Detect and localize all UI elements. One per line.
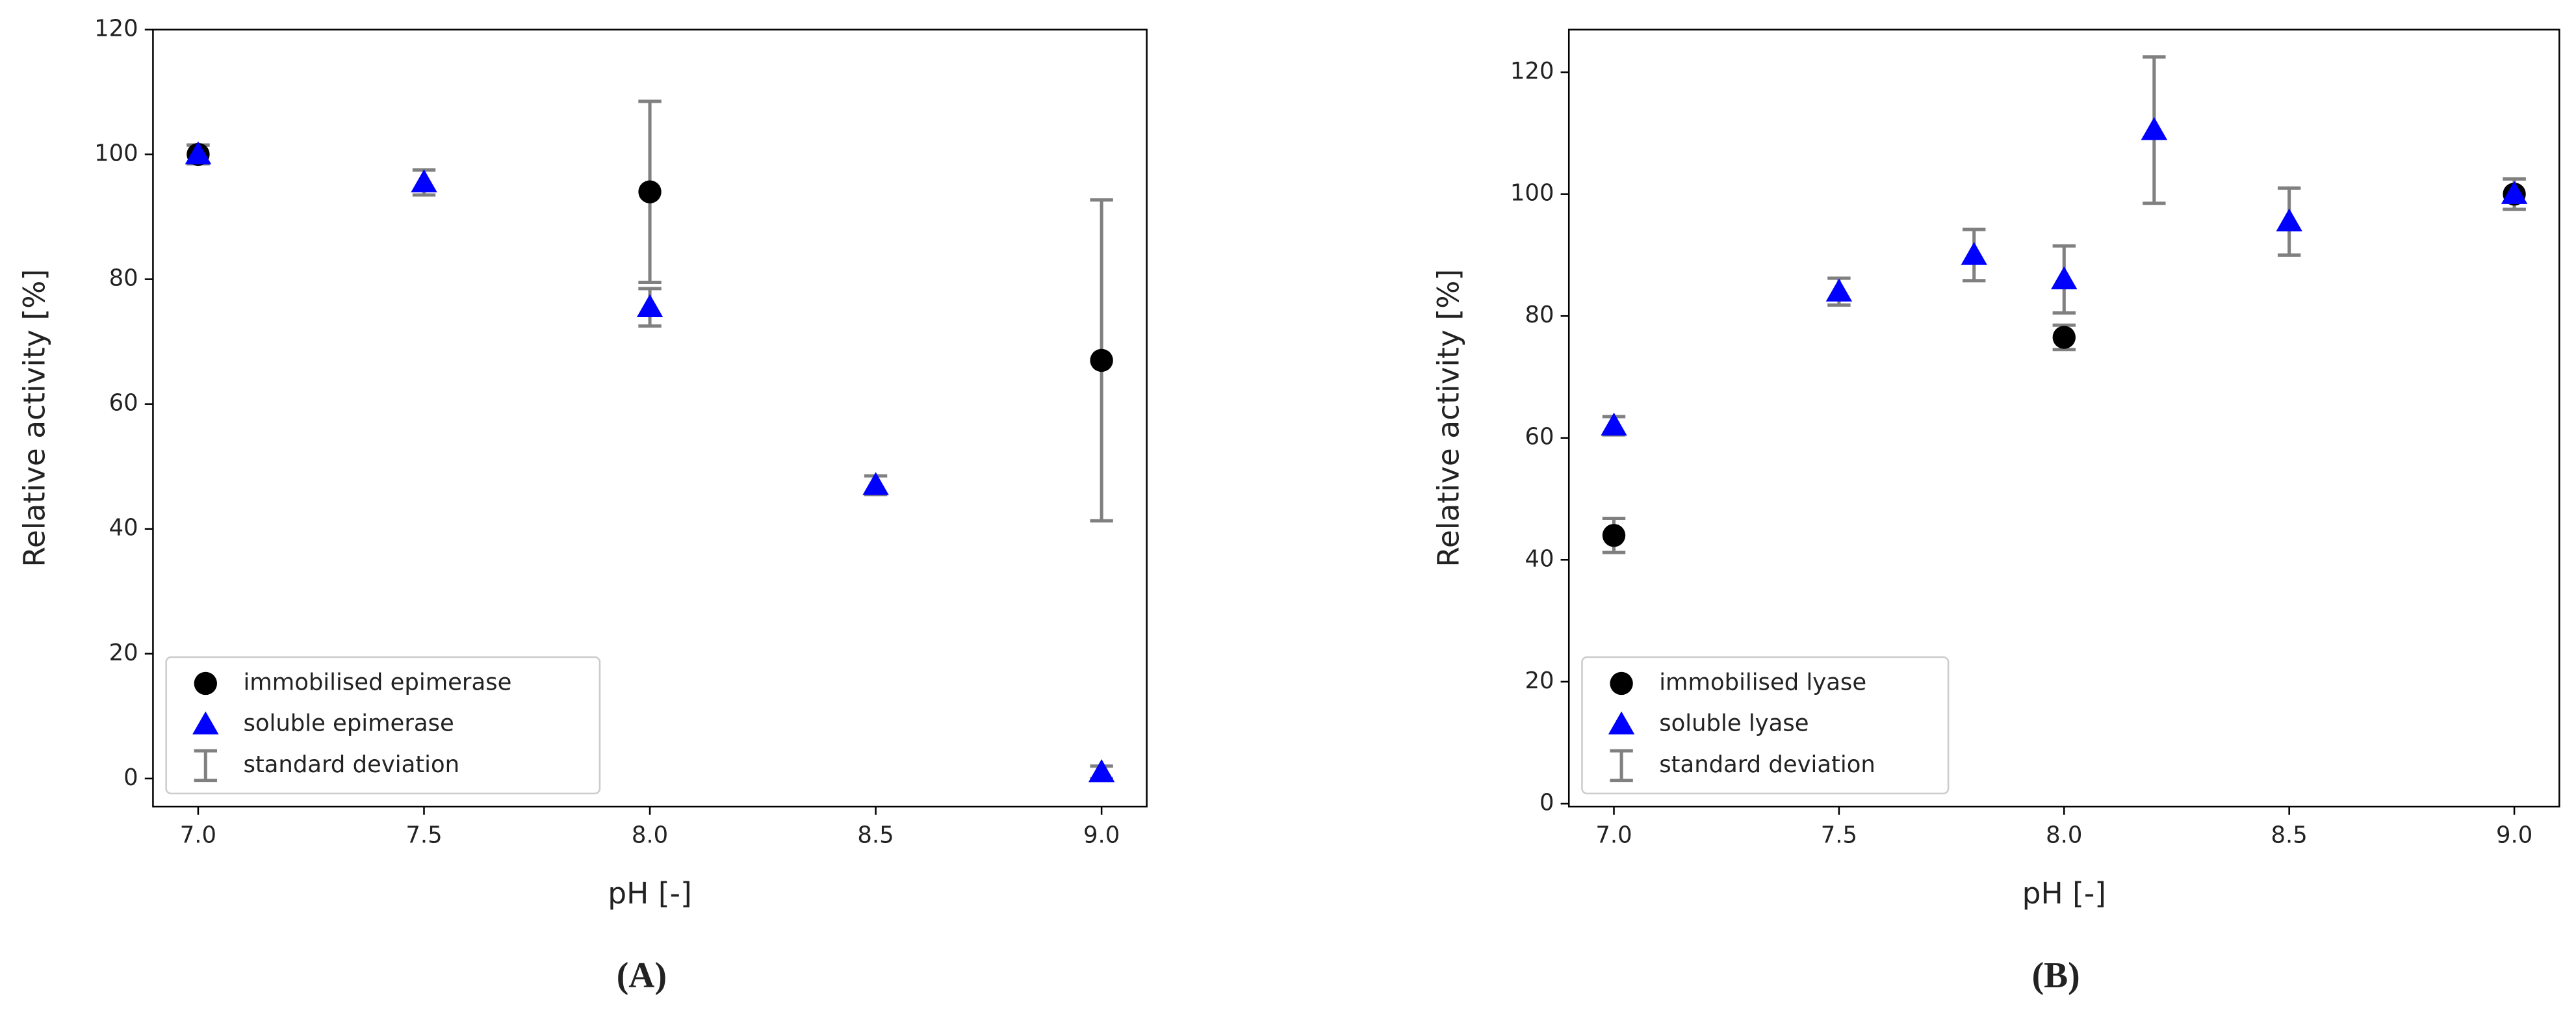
y-tick-label: 40 (1525, 545, 1554, 572)
x-axis-label: pH [-] (2022, 876, 2106, 911)
x-tick-label: 7.5 (1821, 822, 1857, 849)
y-tick-label: 100 (1510, 180, 1554, 207)
legend-box (1581, 656, 1950, 795)
legend-label: immobilised epimerase (243, 669, 511, 695)
y-tick-label: 0 (1539, 789, 1554, 816)
x-tick-label: 8.5 (857, 822, 894, 849)
y-tick-label: 100 (94, 140, 138, 167)
marker-circle (638, 180, 662, 203)
legend-label: standard deviation (1659, 751, 1875, 778)
marker-triangle (636, 294, 663, 317)
marker-triangle (1825, 278, 1853, 302)
y-tick-label: 120 (1510, 58, 1554, 84)
x-tick-label: 8.0 (2046, 822, 2082, 849)
marker-circle (1090, 348, 1113, 372)
marker-triangle (2501, 181, 2528, 204)
marker-triangle (2051, 266, 2078, 290)
y-tick-label: 80 (1525, 302, 1554, 328)
y-tick-label: 40 (109, 515, 138, 541)
y-tick-label: 60 (1525, 424, 1554, 450)
x-tick-label: 8.5 (2271, 822, 2308, 849)
marker-triangle (862, 472, 889, 495)
legend-marker (1608, 711, 1635, 734)
legend-label: soluble lyase (1659, 710, 1809, 737)
x-tick-label: 7.0 (180, 822, 216, 849)
marker-triangle (1088, 759, 1115, 783)
marker-triangle (1601, 412, 1627, 436)
x-tick-label: 7.5 (406, 822, 442, 849)
y-tick-label: 20 (1525, 668, 1554, 694)
x-tick-label: 8.0 (632, 822, 668, 849)
x-tick-label: 9.0 (2496, 822, 2532, 849)
marker-circle (1602, 524, 1626, 547)
y-axis-label: Relative activity [%] (1432, 269, 1466, 567)
legend-label: immobilised lyase (1659, 669, 1866, 695)
panel-label: (A) (617, 955, 667, 996)
legend-marker (194, 671, 218, 695)
y-tick-label: 80 (109, 265, 138, 292)
y-tick-label: 20 (109, 640, 138, 666)
legend-label: standard deviation (243, 751, 459, 778)
y-tick-label: 120 (94, 15, 138, 42)
legend-label: soluble epimerase (243, 710, 454, 737)
legend-marker (192, 711, 219, 734)
panel-label: (B) (2032, 955, 2080, 996)
legend-marker (1610, 671, 1633, 695)
marker-triangle (2276, 208, 2302, 232)
legend-box (165, 656, 601, 795)
y-tick-label: 0 (123, 764, 138, 791)
x-tick-label: 7.0 (1595, 822, 1632, 849)
marker-triangle (1961, 242, 1987, 265)
marker-triangle (411, 169, 437, 192)
marker-circle (2052, 326, 2076, 349)
y-tick-label: 60 (109, 390, 138, 417)
marker-triangle (185, 141, 212, 164)
marker-triangle (2141, 116, 2168, 140)
x-axis-label: pH [-] (608, 876, 691, 911)
x-tick-label: 9.0 (1083, 822, 1120, 849)
y-axis-label: Relative activity [%] (17, 269, 51, 567)
